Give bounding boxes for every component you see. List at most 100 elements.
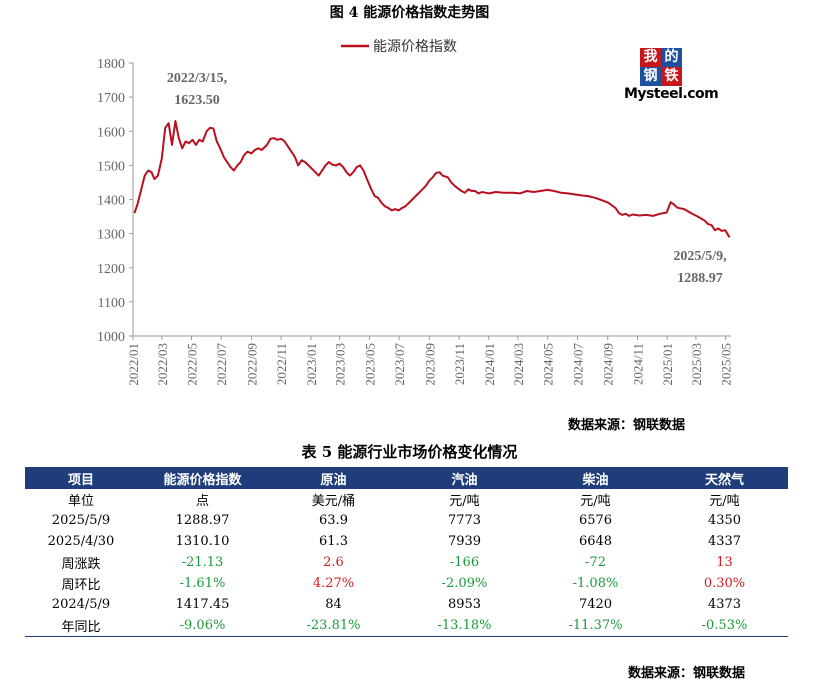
annotation-date: 2025/5/9, <box>673 249 726 264</box>
table-title: 表 5 能源行业市场价格变化情况 <box>301 443 518 461</box>
table-cell: -0.53% <box>661 615 788 637</box>
table-cell: 13 <box>716 555 733 570</box>
y-tick-label: 1600 <box>97 125 125 140</box>
header-cell-crude-oil: 原油 <box>268 467 399 489</box>
table-row: 单位 点 美元/桶 元/吨 元/吨 元/吨 <box>25 489 788 510</box>
logo-char: 钢 <box>640 67 661 86</box>
table-cell: 2024/5/9 <box>51 597 111 612</box>
y-tick-label: 1200 <box>97 262 125 277</box>
table-cell: 周涨跌 <box>61 557 101 572</box>
x-tick-label: 2023/11 <box>452 343 467 385</box>
y-tick-label: 1800 <box>97 57 125 72</box>
y-tick-label: 1100 <box>98 296 125 311</box>
series-line-energy-index <box>133 120 731 238</box>
logo-char: 铁 <box>661 67 682 86</box>
header-cell-item: 项目 <box>25 467 137 489</box>
x-tick-label: 2024/05 <box>541 343 556 386</box>
table-cell: 84 <box>325 597 342 612</box>
x-tick-label: 2024/01 <box>482 343 497 386</box>
table-row: 年同比 -9.06% -23.81% -13.18% -11.37% -0.53% <box>25 615 788 637</box>
x-tick-label: 2023/07 <box>392 343 407 386</box>
legend-label: 能源价格指数 <box>373 39 457 55</box>
annotation-value: 1288.97 <box>677 271 723 286</box>
x-tick-label: 2024/09 <box>601 343 616 386</box>
table-cell: 4350 <box>707 513 742 528</box>
table-cell: 元/吨 <box>449 494 480 509</box>
table-cell: 点 <box>195 494 209 509</box>
table-cell: -23.81% <box>268 615 399 637</box>
table-cell: 7939 <box>447 534 482 549</box>
table-row: 周环比 -1.61% 4.27% -2.09% -1.08% 0.30% <box>25 573 788 594</box>
table-header-row: 项目 能源价格指数 原油 汽油 柴油 天然气 <box>25 467 788 489</box>
logo-char: 的 <box>661 48 682 67</box>
x-tick-label: 2025/05 <box>719 343 734 386</box>
table-cell: 1417.45 <box>175 597 230 612</box>
table-cell: 单位 <box>67 494 94 509</box>
energy-price-index-chart: 1000 1100 1200 1300 1400 1500 1600 1700 1800 2022… <box>97 39 734 386</box>
table-source-note: 数据来源：钢联数据 <box>628 666 746 681</box>
table-cell: 7420 <box>578 597 613 612</box>
table-cell: -13.18% <box>399 615 530 637</box>
header-cell-natural-gas: 天然气 <box>661 467 788 489</box>
table-row: 2025/5/9 1288.97 63.9 7773 6576 4350 <box>25 510 788 531</box>
y-tick-label: 1500 <box>97 159 125 174</box>
table-cell: -2.09% <box>441 576 488 591</box>
y-tick-label: 1700 <box>97 91 125 106</box>
x-tick-label: 2023/09 <box>422 343 437 386</box>
x-tick-label: 2024/03 <box>511 343 526 386</box>
x-tick-label: 2024/11 <box>630 343 645 385</box>
table-cell: 8953 <box>447 597 482 612</box>
table-cell: 周环比 <box>61 578 101 593</box>
x-tick-label: 2023/03 <box>333 343 348 386</box>
table-cell: -11.37% <box>530 615 661 637</box>
table-cell: 63.9 <box>319 513 348 528</box>
table-cell: 1288.97 <box>175 513 230 528</box>
table-cell: 1310.10 <box>175 534 230 549</box>
table-cell: -9.06% <box>137 615 268 637</box>
table-cell: -21.13 <box>181 555 224 570</box>
table-cell: 元/吨 <box>709 494 740 509</box>
table-cell: 4.27% <box>312 576 355 591</box>
table-cell: 美元/桶 <box>311 494 356 509</box>
y-tick-label: 1000 <box>97 330 125 345</box>
table-cell: 2025/5/9 <box>51 513 111 528</box>
x-tick-label: 2022/03 <box>155 343 170 386</box>
mysteel-logo: 我 的 钢 铁 Mysteel.com <box>618 48 728 110</box>
annotation-date: 2022/3/15, <box>167 71 227 86</box>
table-cell: 61.3 <box>319 534 348 549</box>
header-cell-energy-index: 能源价格指数 <box>137 467 268 489</box>
figure-title: 图 4 能源价格指数走势图 <box>329 5 490 21</box>
annotation-value: 1623.50 <box>174 93 220 108</box>
y-tick-label: 1300 <box>97 228 125 243</box>
table-cell: -1.61% <box>179 576 226 591</box>
table-cell: -1.08% <box>572 576 619 591</box>
table-cell: 7773 <box>447 513 482 528</box>
table-cell: 6648 <box>578 534 613 549</box>
header-cell-gasoline: 汽油 <box>399 467 530 489</box>
table-cell: 6576 <box>578 513 613 528</box>
energy-price-table: 项目 能源价格指数 原油 汽油 柴油 天然气 单位点美元/桶 元/吨 元/吨 元/吨 2… <box>25 467 788 637</box>
x-tick-label: 2022/05 <box>184 343 199 386</box>
logo-char: 我 <box>640 48 661 67</box>
table-row: 周涨跌 -21.13 2.6 -166 -72 13 <box>25 552 788 573</box>
chart-source-note: 数据来源：钢联数据 <box>568 418 686 433</box>
table-row: 2025/4/30 1310.10 61.3 7939 6648 4337 <box>25 531 788 552</box>
x-tick-label: 2025/01 <box>660 343 675 386</box>
x-tick-label: 2022/07 <box>214 343 229 386</box>
header-cell-diesel: 柴油 <box>530 467 661 489</box>
table-row: 2024/5/9 1417.45 84 8953 7420 4373 <box>25 594 788 615</box>
x-tick-label: 2022/09 <box>244 343 259 386</box>
x-tick-label: 2022/11 <box>274 343 289 385</box>
table-cell: 2.6 <box>323 555 344 570</box>
table-cell: 0.30% <box>703 576 746 591</box>
table-cell: 元/吨 <box>580 494 611 509</box>
x-tick-label: 2023/05 <box>362 343 377 386</box>
x-tick-label: 2025/03 <box>689 343 704 386</box>
logo-brand-text: Mysteel.com <box>624 86 719 102</box>
y-tick-label: 1400 <box>97 194 125 209</box>
table-cell: 4337 <box>707 534 742 549</box>
x-tick-label: 2024/07 <box>570 343 585 386</box>
table-cell: -72 <box>585 555 606 570</box>
x-tick-label: 2022/01 <box>126 343 141 386</box>
table-cell: 4373 <box>707 597 742 612</box>
